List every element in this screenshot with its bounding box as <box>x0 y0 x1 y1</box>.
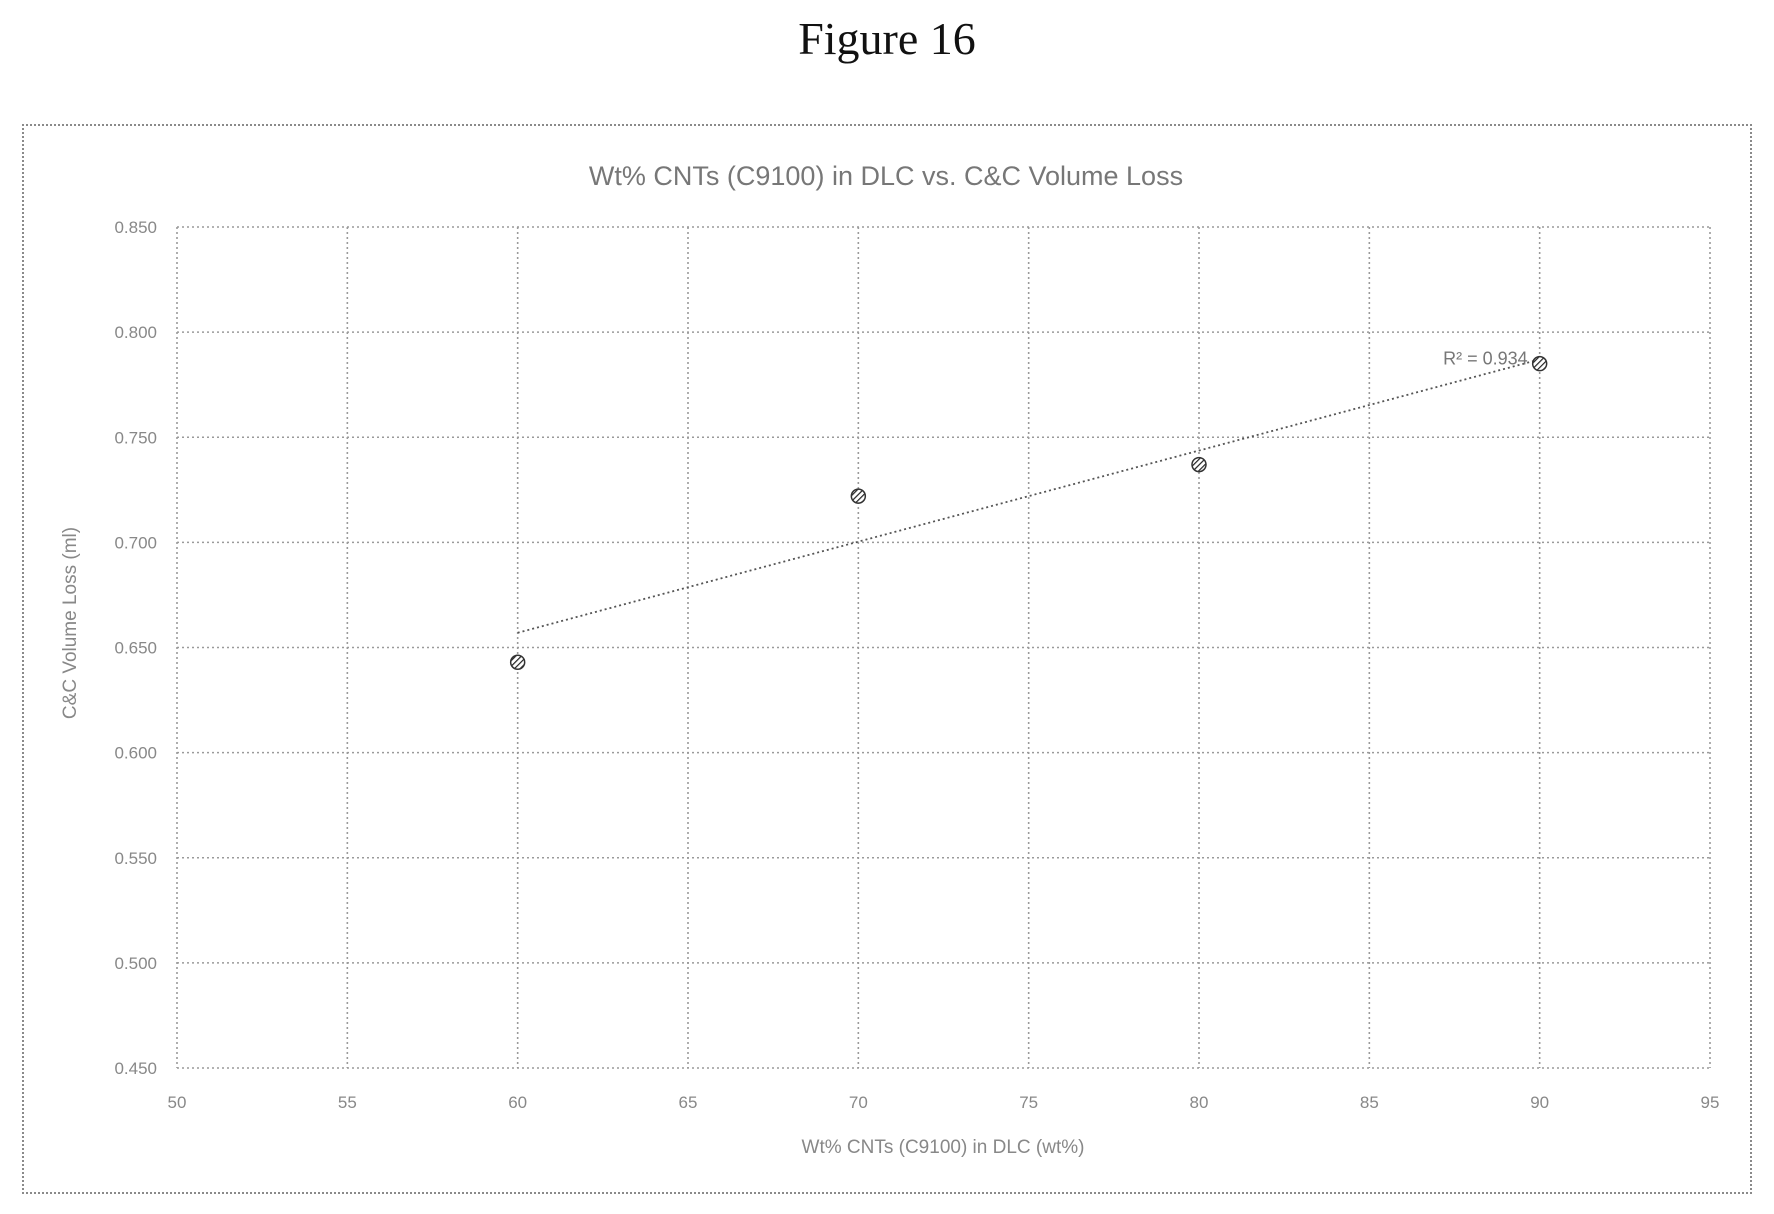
y-tick-label: 0.750 <box>114 428 157 447</box>
data-point <box>1531 355 1548 372</box>
grid-lines <box>176 226 1711 1069</box>
x-tick-label: 95 <box>1701 1093 1720 1112</box>
x-axis-title: Wt% CNTs (C9100) in DLC (wt%) <box>802 1137 1085 1158</box>
y-tick-label: 0.550 <box>114 849 157 868</box>
trendline <box>517 358 1540 634</box>
y-tick-label: 0.800 <box>114 323 157 342</box>
data-point <box>850 488 867 504</box>
x-tick-label: 60 <box>508 1093 527 1112</box>
x-tick-label: 75 <box>1019 1093 1038 1112</box>
y-tick-label: 0.450 <box>114 1059 157 1078</box>
data-point <box>1191 456 1207 473</box>
x-tick-label: 80 <box>1190 1093 1209 1112</box>
y-tick-label: 0.700 <box>114 533 157 552</box>
x-tick-label: 50 <box>168 1093 187 1112</box>
trendline-group: R² = 0.934 <box>517 348 1540 634</box>
x-tick-labels: 50 55 60 65 70 75 80 85 90 95 <box>168 1093 1720 1112</box>
data-points <box>509 355 1548 670</box>
y-tick-label: 0.850 <box>114 218 157 237</box>
y-tick-label: 0.650 <box>114 639 157 658</box>
x-tick-label: 90 <box>1530 1093 1549 1112</box>
chart-frame <box>22 124 1752 1194</box>
y-tick-label: 0.500 <box>114 954 157 973</box>
figure-label: Figure 16 <box>798 13 976 64</box>
y-tick-label: 0.600 <box>114 744 157 763</box>
chart-title: Wt% CNTs (C9100) in DLC vs. C&C Volume L… <box>589 161 1183 191</box>
x-tick-label: 70 <box>849 1093 868 1112</box>
x-tick-label: 65 <box>679 1093 698 1112</box>
y-axis-title: C&C Volume Loss (ml) <box>60 527 81 719</box>
y-tick-labels: 0.450 0.500 0.550 0.600 0.650 0.700 0.750 0.800… <box>114 218 157 1078</box>
x-tick-label: 55 <box>338 1093 357 1112</box>
x-tick-label: 85 <box>1360 1093 1379 1112</box>
r-squared-label: R² = 0.934 <box>1443 348 1528 368</box>
data-point <box>509 654 526 670</box>
